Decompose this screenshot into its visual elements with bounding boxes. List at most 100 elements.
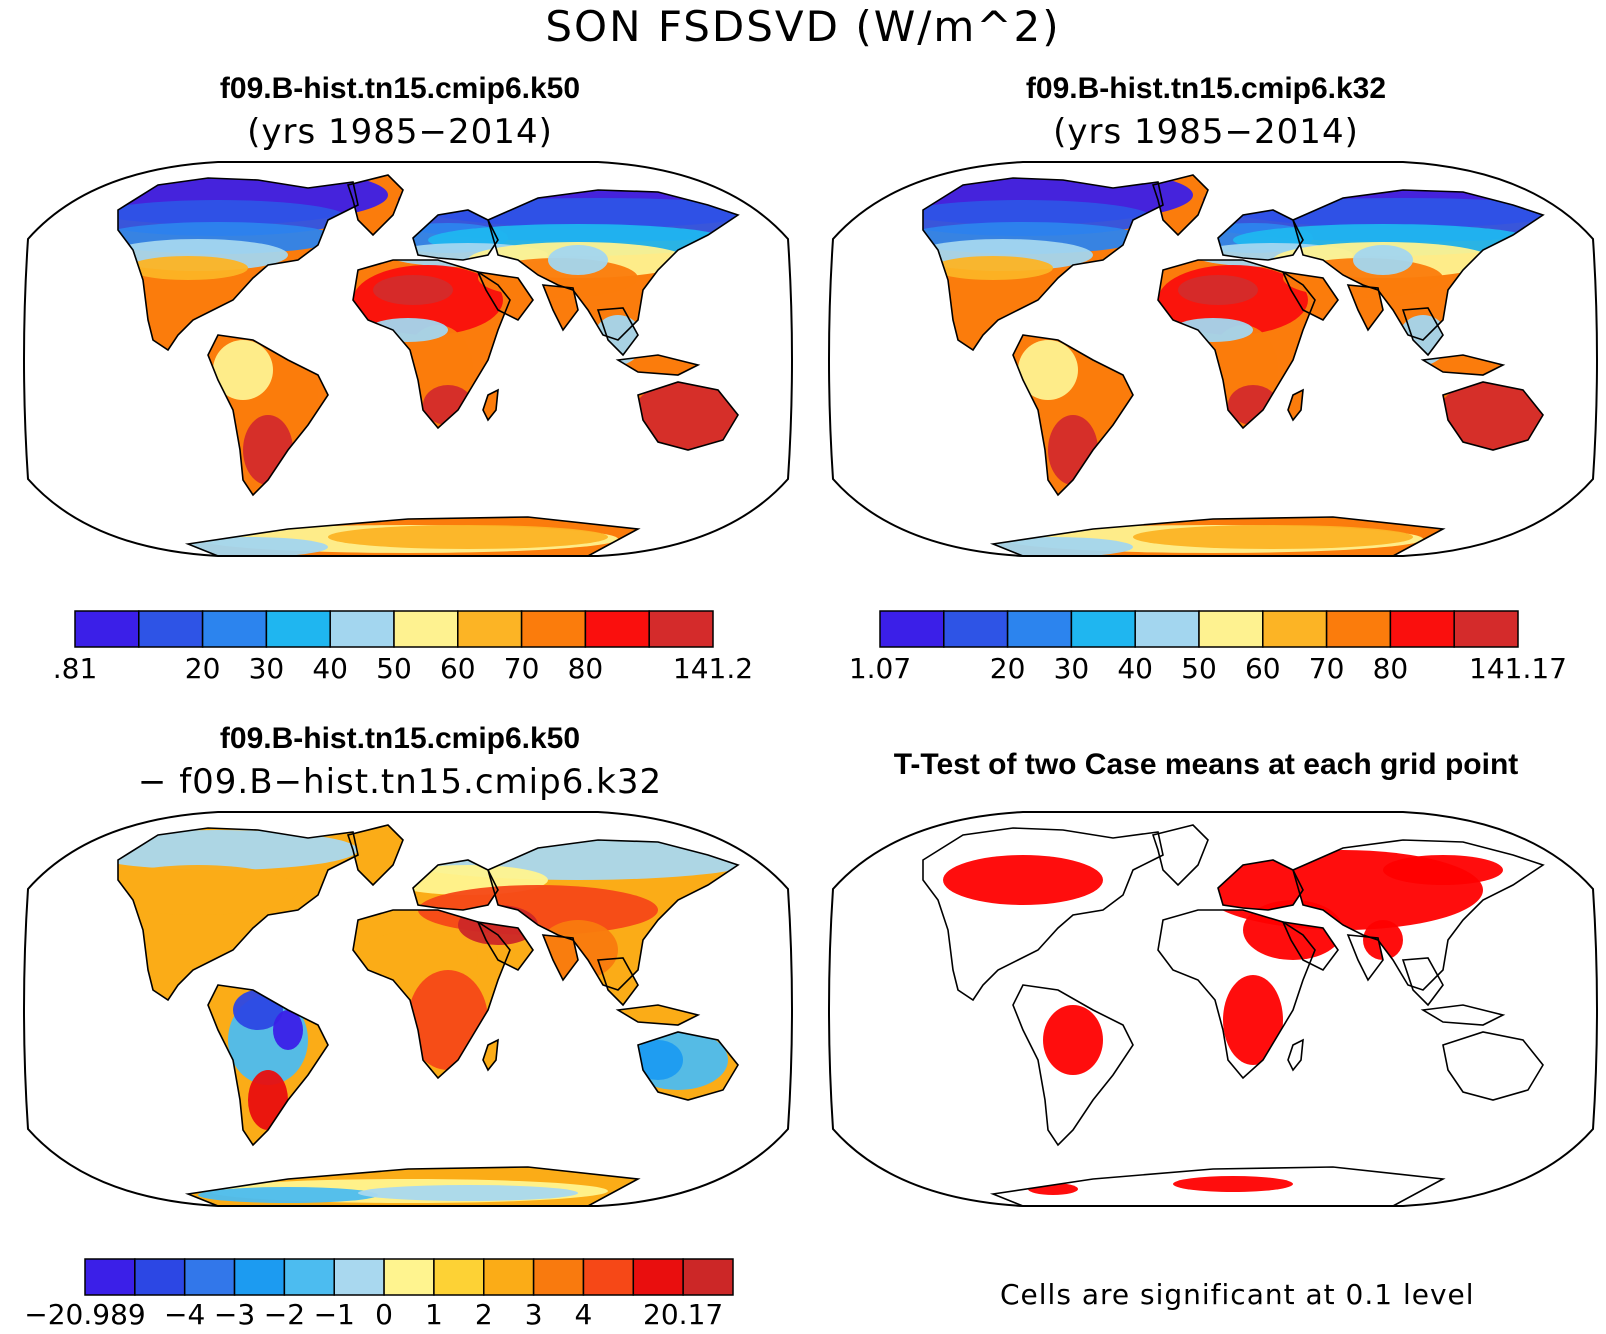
field-patch	[213, 340, 273, 400]
colorbar-tick-label: −3	[213, 1298, 256, 1331]
map-border	[828, 811, 1598, 1207]
field-patch	[633, 380, 738, 450]
colorbar-box	[682, 1258, 734, 1296]
map-panel-3	[23, 811, 793, 1207]
colorbar-box	[879, 610, 945, 648]
colorbar-box	[201, 610, 268, 648]
coastline-southAmerica	[1012, 334, 1134, 497]
coastline-seAsia	[596, 307, 639, 357]
colorbar-tick-label: 60	[1244, 652, 1281, 685]
colorbar-tick-label: 2	[474, 1298, 493, 1331]
colorbar-box	[265, 610, 331, 648]
colorbar-tick-label: 50	[1181, 652, 1217, 685]
field-patch	[1363, 920, 1403, 960]
coastline-india	[541, 934, 579, 982]
map-panel-4	[828, 811, 1598, 1207]
field-patch	[548, 245, 608, 275]
map-border	[23, 811, 793, 1207]
coastline-seAsia	[1401, 957, 1444, 1007]
colorbar-panel-2	[879, 610, 1519, 648]
colorbar-tick-label: 141.17	[1469, 652, 1567, 685]
map-panel-1	[23, 161, 793, 557]
colorbar-labels-panel-2: 1.07 20 30 40 50 60 70 80 141.17	[849, 652, 1567, 688]
map-content	[24, 162, 792, 556]
field-patch	[273, 1010, 303, 1050]
coastline-indonesia	[615, 354, 701, 376]
colorbar-box	[582, 1258, 635, 1296]
panel-1-title: f09.B-hist.tn15.cmip6.k50	[219, 72, 581, 105]
colorbar-tick-label: −1	[313, 1298, 355, 1331]
colorbar-tick-label: 50	[376, 652, 412, 685]
coastline-europe	[412, 859, 499, 911]
colorbar-tick-label: 4	[574, 1298, 593, 1331]
colorbar-box	[283, 1258, 335, 1296]
colorbar-box	[383, 1258, 435, 1296]
colorbar-tick-label: 70	[1308, 652, 1345, 685]
coastline-europe	[1217, 209, 1304, 261]
coastline-greenland	[346, 824, 404, 887]
field-patch	[1133, 525, 1413, 549]
colorbar-box	[333, 1258, 385, 1296]
coastline-antarctica	[184, 516, 641, 556]
coastline-australia	[1442, 381, 1544, 451]
colorbar-tick-label: 30	[248, 652, 285, 685]
field-patch	[373, 275, 453, 305]
coastline-northAmerica	[922, 177, 1164, 352]
colorbar-tick-label: 40	[1117, 652, 1154, 685]
colorbar-box	[1389, 610, 1455, 648]
coastline-arabia	[1281, 920, 1339, 972]
colorbar-tick-label: 30	[1053, 652, 1090, 685]
panel-3-title: f09.B-hist.tn15.cmip6.k50	[219, 722, 581, 755]
colorbar-box	[943, 610, 1009, 648]
coastline-africa	[352, 259, 511, 430]
coastline-arabia	[476, 920, 534, 972]
colorbar-box	[532, 1258, 585, 1296]
colorbar-panel-3	[84, 1258, 734, 1296]
panel-2-title: f09.B-hist.tn15.cmip6.k32	[1025, 72, 1387, 105]
colorbar-tick-label: 1.07	[848, 652, 912, 685]
colorbar-labels-panel-1: .81 20 30 40 50 60 70 80 141.2	[53, 652, 753, 688]
field-patch	[328, 525, 608, 549]
map-panel-2	[828, 161, 1598, 557]
coastline-southAmerica	[1012, 984, 1134, 1147]
coastline-africa	[1157, 259, 1316, 430]
coastline-indonesia	[1420, 1004, 1506, 1026]
coastline-indonesia	[615, 1004, 701, 1026]
colorbar-tick-label: 20	[184, 652, 221, 685]
field-patch	[1383, 855, 1503, 885]
coastline-seAsia	[1401, 307, 1444, 357]
panel-4-title: T-Test of two Case means at each grid po…	[893, 748, 1519, 781]
panel-1-subtitle: (yrs 1985−2014)	[247, 112, 553, 152]
coastline-europe	[412, 209, 499, 261]
coastline-greenland	[346, 174, 404, 237]
colorbar-box	[1325, 610, 1392, 648]
colorbar-box	[1262, 610, 1328, 648]
coastline-antarctica	[184, 1166, 641, 1206]
colorbar-tick-label: 0	[375, 1298, 393, 1331]
field-patch	[943, 855, 1103, 905]
coastline-asia	[1292, 839, 1545, 991]
colorbar-box	[74, 610, 140, 648]
map-border	[828, 161, 1598, 557]
colorbar-box	[138, 610, 204, 648]
colorbar-box	[632, 1258, 684, 1296]
coastline-indonesia	[1420, 354, 1506, 376]
field-patch	[1223, 975, 1283, 1065]
field-patch	[1353, 245, 1413, 275]
colorbar-tick-label: 40	[312, 652, 349, 685]
coastline-arabia	[476, 270, 534, 322]
coastline-asia	[487, 189, 740, 341]
coastline-greenland	[1151, 824, 1209, 887]
coastline-madagascar	[482, 388, 499, 422]
field-patch	[198, 1187, 378, 1203]
colorbar-box	[183, 1258, 236, 1296]
colorbar-box	[393, 610, 459, 648]
coastline-asia	[487, 839, 740, 991]
field-patch	[118, 865, 298, 915]
colorbar-tick-label: 20	[989, 652, 1026, 685]
colorbar-tick-label: 20.17	[643, 1298, 724, 1331]
colorbar-tick-label: −2	[263, 1298, 306, 1331]
coastline-madagascar	[1287, 1038, 1304, 1072]
coastline-northAmerica	[922, 827, 1164, 1002]
field-patch	[633, 1040, 683, 1080]
